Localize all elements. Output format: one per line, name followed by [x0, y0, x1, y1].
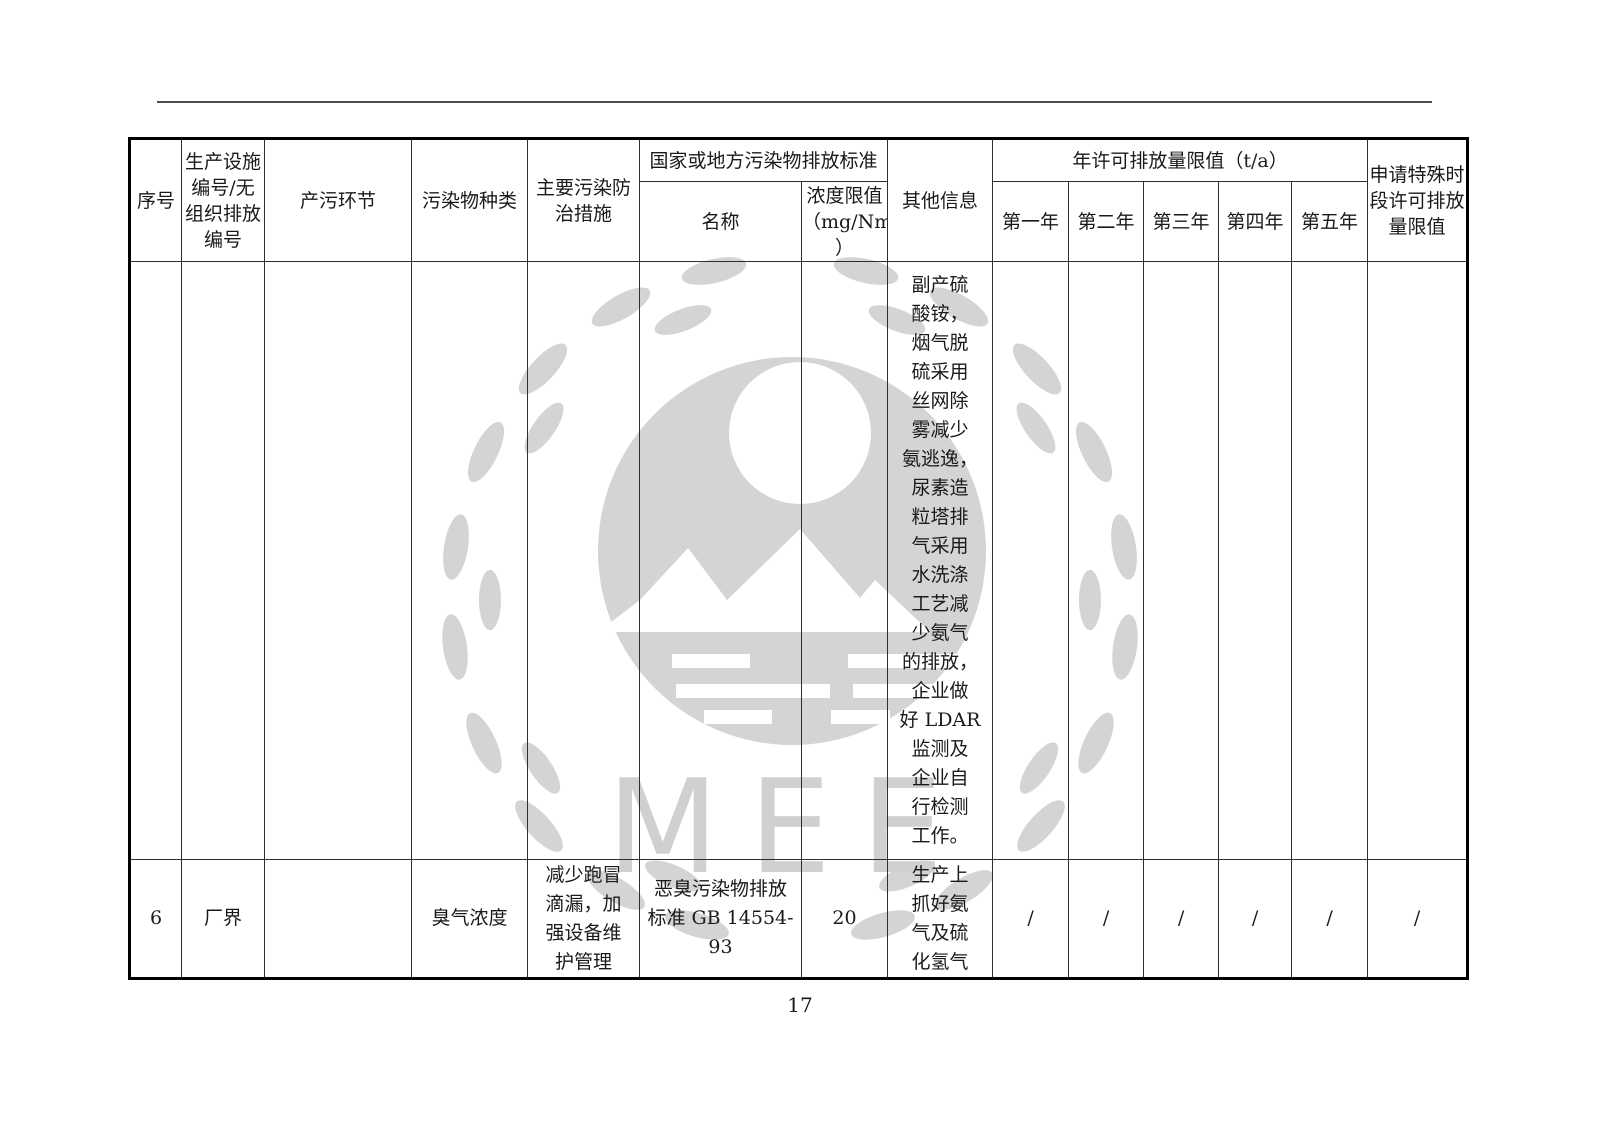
table-row-continuation: 副产硫 酸铵， 烟气脱 硫采用 丝网除 雾减少 氨逃逸， 尿素造 粒塔排 气采用… [129, 261, 1469, 860]
cell-year-1: / [992, 859, 1070, 979]
cell-empty [992, 261, 1070, 860]
table-row-6: 6 厂界 臭气浓度 减少跑冒 滴漏，加 强设备维 护管理 恶臭污染物排放 标准 … [129, 859, 1469, 979]
cell-year-2: / [1068, 859, 1145, 979]
header-facility-no: 生产设施 编号/无 组织排放 编号 [181, 138, 265, 262]
cell-empty [1218, 261, 1293, 860]
page-number: 17 [787, 993, 813, 1017]
cell-year-4: / [1218, 859, 1293, 979]
cell-empty [181, 261, 265, 860]
cell-standard-name: 恶臭污染物排放 标准 GB 14554- 93 [639, 859, 802, 979]
header-concentration-limit: 浓度限值 （mg/Nm³ ） [800, 181, 889, 262]
header-serial: 序号 [129, 138, 182, 262]
header-standard-group: 国家或地方污染物排放标准 [638, 138, 889, 182]
header-special-period: 申请特殊时 段许可排放 量限值 [1367, 138, 1469, 262]
cell-empty [1143, 261, 1220, 860]
cell-empty [800, 261, 889, 860]
header-standard-name: 名称 [639, 181, 802, 262]
header-year-5: 第五年 [1291, 181, 1369, 262]
cell-special-period: / [1367, 859, 1469, 979]
header-measures: 主要污染防 治措施 [527, 138, 640, 262]
header-year-3: 第三年 [1143, 181, 1220, 262]
header-annual-limit-group: 年许可排放量限值（t/a） [992, 138, 1369, 182]
header-pollution-stage: 产污环节 [264, 138, 412, 262]
cell-facility-no: 厂界 [181, 859, 265, 979]
page-header-rule [157, 101, 1432, 103]
cell-other-info-continuation: 副产硫 酸铵， 烟气脱 硫采用 丝网除 雾减少 氨逃逸， 尿素造 粒塔排 气采用… [887, 261, 994, 860]
cell-measures: 减少跑冒 滴漏，加 强设备维 护管理 [527, 859, 640, 979]
cell-year-5: / [1291, 859, 1369, 979]
emission-permit-table: 序号 生产设施 编号/无 组织排放 编号 产污环节 污染物种类 主要污染防 治措… [128, 137, 1470, 980]
header-year-2: 第二年 [1068, 181, 1145, 262]
header-year-4: 第四年 [1218, 181, 1293, 262]
cell-empty [264, 261, 412, 860]
cell-empty [129, 261, 182, 860]
header-other-info: 其他信息 [887, 138, 994, 262]
cell-empty [411, 261, 528, 860]
header-pollutant-type: 污染物种类 [411, 138, 528, 262]
cell-pollutant-type: 臭气浓度 [411, 859, 528, 979]
cell-empty [1291, 261, 1369, 860]
header-year-1: 第一年 [992, 181, 1070, 262]
cell-empty [1367, 261, 1469, 860]
cell-empty [527, 261, 640, 860]
cell-concentration-limit: 20 [800, 859, 889, 979]
cell-empty [639, 261, 802, 860]
cell-serial: 6 [129, 859, 182, 979]
cell-pollution-stage [264, 859, 412, 979]
cell-empty [1068, 261, 1145, 860]
cell-year-3: / [1143, 859, 1220, 979]
cell-other-info: 生产上 抓好氨 气及硫 化氢气 [887, 859, 994, 979]
